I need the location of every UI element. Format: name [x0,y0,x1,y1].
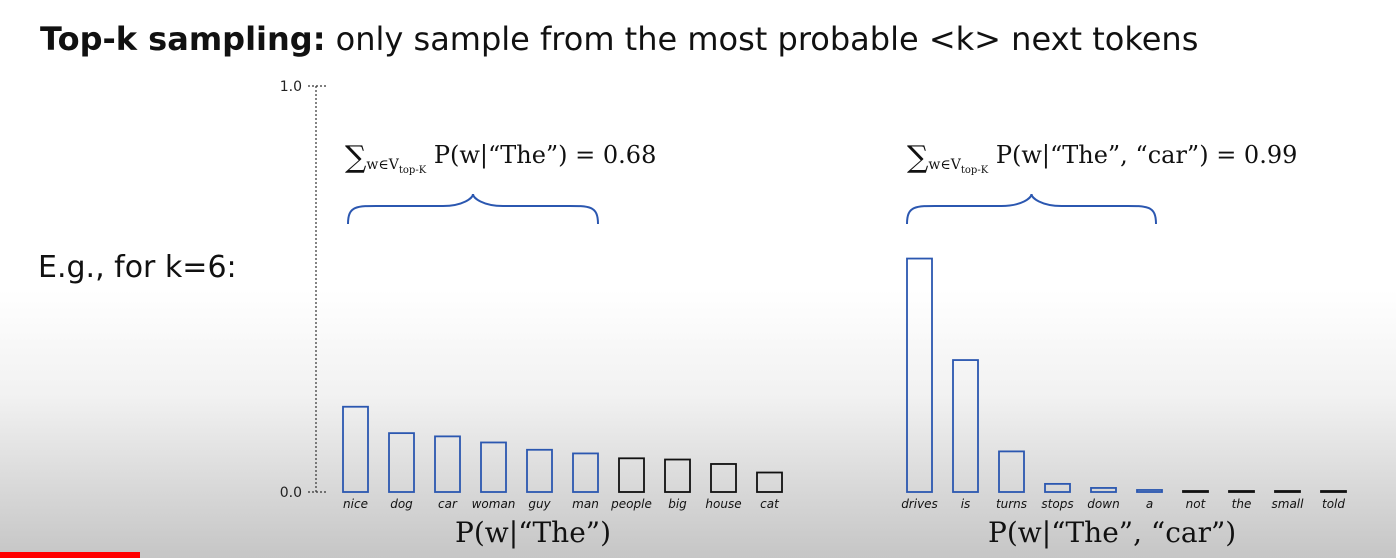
formula-left: ∑w∈Vtop-K P(w|“The”) = 0.68 [345,140,656,176]
bar [756,471,783,493]
x-tick-label: the [1232,497,1252,511]
x-tick-label: house [705,497,741,511]
x-tick-label: turns [996,497,1027,511]
headline-rest: only sample from the most probable <k> n… [325,20,1199,58]
bar [572,452,599,493]
x-tick-label: man [572,497,599,511]
panel-left-xlabel: P(w|“The”) [455,516,611,549]
example-label: E.g., for k=6: [38,250,237,285]
top-k-brace [906,193,1157,225]
x-tick-label: nice [343,497,368,511]
bar [952,359,979,493]
x-tick-label: car [438,497,458,511]
sum-symbol: ∑ [345,140,367,175]
x-tick-label: a [1146,497,1153,511]
bar [710,463,737,493]
bar [526,448,553,493]
y-tick-label: 1.0 [280,79,302,95]
x-tick-label: dog [390,497,413,511]
x-tick-label: cat [760,497,780,511]
x-tick-label: down [1087,497,1119,511]
x-tick-label: stops [1041,497,1073,511]
bar [342,405,369,493]
bar [618,457,645,493]
formula-right-expr: P(w|“The”, “car”) = 0.99 [995,141,1298,169]
video-progress-fill [0,552,140,558]
x-tick-label: woman [472,497,516,511]
formula-right-subscript: w∈Vtop-K [928,156,989,176]
x-tick-label: told [1322,497,1345,511]
bar [1320,490,1347,493]
formula-left-subscript: w∈Vtop-K [366,156,427,176]
formula-left-expr: P(w|“The”) = 0.68 [433,141,657,169]
bar [1136,489,1163,493]
slide-headline: Top-k sampling: only sample from the mos… [40,20,1198,58]
bar [1182,490,1209,493]
sum-symbol: ∑ [907,140,929,175]
bar [1090,487,1117,493]
formula-right: ∑w∈Vtop-K P(w|“The”, “car”) = 0.99 [907,140,1297,176]
bar [1228,490,1255,493]
bar [1044,482,1071,493]
x-tick-label: guy [528,497,551,511]
x-tick-label: is [961,497,971,511]
x-tick-label: small [1272,497,1305,511]
bar [434,435,461,493]
video-progress-track[interactable] [0,552,1396,558]
bar [1274,490,1301,493]
bar [388,432,415,493]
panel-right-xlabel: P(w|“The”, “car”) [988,516,1237,549]
x-tick-label: people [610,497,652,511]
top-k-brace [347,193,599,225]
bar [906,257,933,493]
bar [998,450,1025,493]
x-tick-label: big [668,497,687,511]
y-tick-label: 0.0 [280,485,302,501]
bar [664,458,691,493]
bar [480,441,507,493]
headline-lead: Top-k sampling: [40,20,326,58]
x-tick-label: not [1186,497,1207,511]
x-tick-label: drives [901,497,938,511]
